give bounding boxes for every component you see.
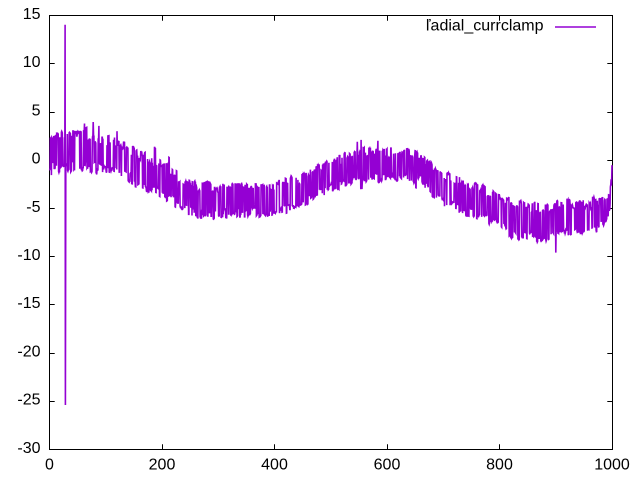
svg-text:10: 10 <box>23 54 41 71</box>
svg-text:-5: -5 <box>26 199 40 216</box>
svg-text:800: 800 <box>486 457 513 474</box>
svg-text:-15: -15 <box>17 295 40 312</box>
svg-text:-10: -10 <box>17 247 40 264</box>
svg-text:0: 0 <box>32 151 41 168</box>
svg-text:ľadial_currclamp: ľadial_currclamp <box>426 18 544 35</box>
svg-text:-20: -20 <box>17 343 40 360</box>
svg-text:400: 400 <box>261 457 288 474</box>
svg-text:0: 0 <box>45 457 54 474</box>
svg-text:1000: 1000 <box>594 457 630 474</box>
svg-text:15: 15 <box>23 6 41 23</box>
svg-text:600: 600 <box>374 457 401 474</box>
svg-text:-30: -30 <box>17 440 40 457</box>
svg-text:200: 200 <box>149 457 176 474</box>
svg-text:5: 5 <box>32 102 41 119</box>
svg-text:-25: -25 <box>17 392 40 409</box>
